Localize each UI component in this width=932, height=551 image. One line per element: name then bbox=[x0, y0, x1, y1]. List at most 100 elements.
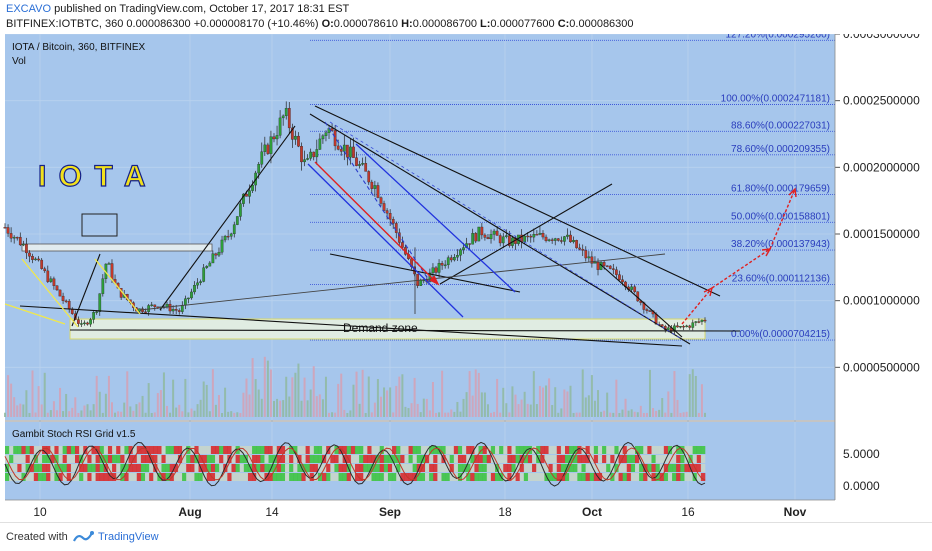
candle-body bbox=[590, 256, 594, 264]
volume-bar bbox=[291, 377, 294, 417]
osc-cell bbox=[145, 455, 150, 463]
price-axis[interactable] bbox=[835, 34, 932, 500]
osc-cell bbox=[25, 464, 31, 472]
blue-channel[interactable] bbox=[307, 143, 516, 318]
trend-line-dashed-long[interactable] bbox=[329, 121, 681, 339]
main-pane[interactable] bbox=[5, 34, 835, 420]
osc-cell bbox=[684, 473, 689, 481]
volume-bar bbox=[600, 411, 603, 417]
trend-lines[interactable] bbox=[19, 105, 741, 347]
trend-line-lower[interactable] bbox=[309, 113, 691, 345]
osc-cell bbox=[132, 464, 138, 472]
author-link[interactable]: EXCAVO bbox=[6, 3, 52, 15]
osc-cell bbox=[532, 455, 537, 463]
marker-box[interactable] bbox=[81, 213, 118, 237]
tradingview-logo-icon[interactable] bbox=[72, 529, 94, 545]
red-arrow-up-3[interactable] bbox=[769, 188, 796, 250]
trend-line-rally[interactable] bbox=[159, 125, 296, 311]
osc-cell bbox=[515, 473, 521, 481]
trend-line-break[interactable] bbox=[439, 183, 613, 285]
osc-cell bbox=[577, 473, 582, 481]
osc-cell bbox=[107, 446, 113, 454]
osc-cell bbox=[13, 473, 18, 481]
osc-cell bbox=[50, 455, 55, 463]
osc-cell bbox=[161, 455, 166, 463]
channel-line-b[interactable] bbox=[355, 143, 516, 293]
red-arrow-up-2[interactable] bbox=[711, 248, 771, 289]
volume-bar bbox=[114, 412, 117, 417]
candle-body bbox=[391, 219, 395, 224]
fib-level-label: 127.20%(0.000295260) bbox=[725, 34, 830, 40]
volume-bar bbox=[40, 404, 43, 417]
osc-cell bbox=[597, 464, 603, 472]
projection-arrows[interactable] bbox=[314, 161, 797, 325]
osc-cell bbox=[272, 473, 278, 481]
candle-body bbox=[346, 144, 349, 158]
osc-cell bbox=[256, 473, 261, 481]
volume-bar bbox=[450, 409, 453, 417]
trend-line-dashed[interactable] bbox=[324, 121, 431, 283]
candle-body bbox=[367, 171, 371, 183]
channel-line-a[interactable] bbox=[307, 163, 464, 318]
osc-cell bbox=[400, 473, 405, 481]
candle-body bbox=[25, 243, 28, 254]
osc-cell bbox=[396, 473, 401, 481]
candle-body bbox=[468, 243, 471, 245]
trend-line-final[interactable] bbox=[599, 263, 683, 338]
osc-cell bbox=[95, 464, 101, 472]
yellow-line-c[interactable] bbox=[94, 258, 141, 315]
candle-body bbox=[526, 235, 530, 238]
demand-zone-box[interactable] bbox=[69, 318, 706, 340]
osc-cell bbox=[667, 473, 673, 481]
candle-body bbox=[538, 233, 542, 235]
yellow-lines[interactable] bbox=[4, 258, 141, 328]
osc-cell bbox=[441, 446, 446, 454]
osc-cell bbox=[630, 473, 636, 481]
yellow-line-a[interactable] bbox=[21, 258, 79, 328]
trend-line-upper[interactable] bbox=[314, 105, 721, 297]
osc-cell bbox=[466, 464, 471, 472]
yellow-line-b[interactable] bbox=[4, 303, 66, 325]
candle-body bbox=[379, 197, 383, 204]
osc-cell bbox=[387, 473, 393, 481]
trend-line-mid[interactable] bbox=[329, 253, 521, 293]
osc-cell bbox=[46, 464, 51, 472]
volume-bar bbox=[514, 394, 517, 417]
osc-cell bbox=[457, 455, 463, 463]
volume-bar bbox=[89, 410, 92, 417]
osc-cell bbox=[42, 446, 47, 454]
osc-cell bbox=[659, 455, 665, 463]
osc-cell bbox=[363, 446, 368, 454]
volume-bar bbox=[199, 399, 202, 417]
osc-cell bbox=[375, 446, 381, 454]
red-arrow-down[interactable] bbox=[314, 161, 439, 285]
resistance-box[interactable] bbox=[21, 243, 213, 252]
trend-line-early[interactable] bbox=[71, 253, 101, 327]
osc-cell bbox=[639, 446, 644, 454]
osc-cell bbox=[449, 455, 455, 463]
fib-level-label: 100.00%(0.0002471181) bbox=[721, 94, 830, 105]
osc-cell bbox=[149, 464, 154, 472]
osc-cell bbox=[396, 455, 401, 463]
osc-cell bbox=[70, 455, 76, 463]
osc-cell bbox=[700, 446, 706, 454]
tradingview-link[interactable]: TradingView bbox=[98, 531, 159, 543]
osc-cell bbox=[569, 446, 574, 454]
osc-cell bbox=[577, 464, 582, 472]
red-arrow-up-1[interactable] bbox=[681, 287, 713, 325]
osc-cell bbox=[453, 455, 459, 463]
osc-cell bbox=[70, 464, 76, 472]
osc-cell bbox=[651, 446, 656, 454]
osc-cell bbox=[387, 464, 393, 472]
osc-cell bbox=[573, 446, 578, 454]
trend-line-long[interactable] bbox=[139, 253, 666, 311]
osc-cell bbox=[50, 464, 55, 472]
osc-cell bbox=[462, 446, 467, 454]
trend-line-support[interactable] bbox=[19, 305, 683, 347]
time-axis[interactable] bbox=[5, 500, 835, 522]
volume-bar bbox=[535, 404, 538, 417]
trend-line-base[interactable] bbox=[69, 329, 741, 332]
volume-bar bbox=[477, 372, 480, 417]
osc-cell bbox=[280, 455, 286, 463]
price-chart[interactable]: 127.20%(0.000295260) 100.00%(0.0002471181… bbox=[0, 34, 932, 522]
